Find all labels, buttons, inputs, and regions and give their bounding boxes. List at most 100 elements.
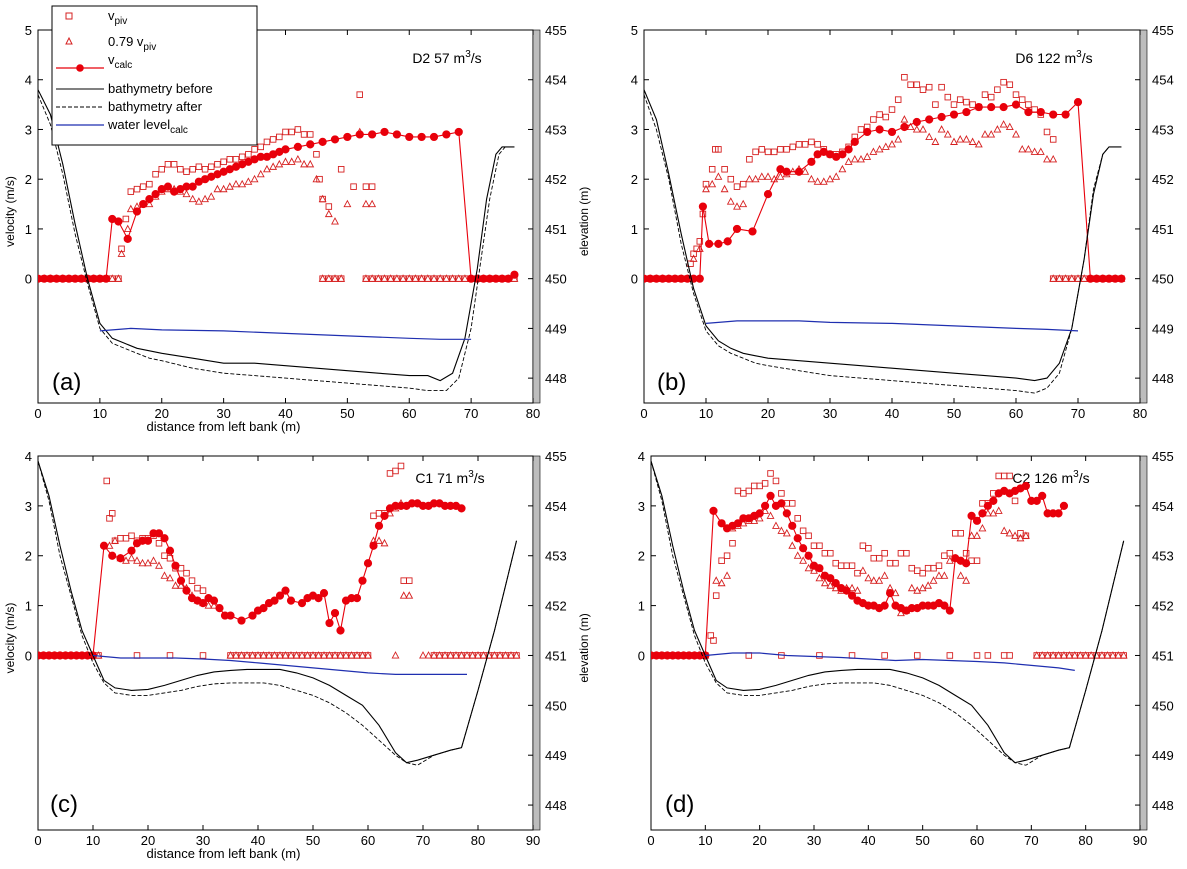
v079-point xyxy=(1012,130,1020,138)
v079-point xyxy=(177,581,185,589)
vcalc-point xyxy=(182,586,191,595)
panel-d: 0 10 20 30 40 50 60 70 80 90 0 1 2 3 4 448 449 450 451 452 4… xyxy=(638,449,1174,848)
x-tick-label: 50 xyxy=(915,833,929,848)
vpiv-point xyxy=(875,554,883,562)
x-tick-label: 30 xyxy=(196,833,210,848)
v079-point xyxy=(858,566,867,574)
v079-point xyxy=(913,586,922,594)
vpiv-point xyxy=(152,170,159,178)
v079-point xyxy=(250,174,259,183)
vpiv-point xyxy=(232,156,240,163)
vpiv-point xyxy=(1049,136,1057,143)
v079-point xyxy=(931,137,940,145)
vcalc-point xyxy=(974,102,983,112)
y2-tick-label: 454 xyxy=(1152,73,1174,88)
v079-point xyxy=(1030,147,1039,155)
vpiv-point xyxy=(294,126,302,133)
vcalc-point xyxy=(139,199,148,209)
vpiv-point xyxy=(195,163,203,171)
y2-tick-label: 449 xyxy=(545,748,567,763)
v079-point xyxy=(950,137,958,145)
v079-point xyxy=(924,581,933,589)
vcalc-point xyxy=(297,599,307,608)
vpiv-point xyxy=(756,482,763,490)
vpiv-point xyxy=(752,148,759,156)
v079-point xyxy=(875,145,884,153)
v079-point xyxy=(490,651,499,659)
vcalc-point xyxy=(160,534,169,543)
vpiv-point xyxy=(1012,91,1020,98)
vpiv-point xyxy=(1031,106,1038,113)
x-tick-label: 70 xyxy=(1071,406,1085,421)
vcalc-point xyxy=(369,541,378,550)
vcalc-point xyxy=(766,491,775,500)
vcalc-point xyxy=(286,596,296,605)
vpiv-point xyxy=(108,510,116,517)
series-line-after xyxy=(38,460,517,766)
v079-point xyxy=(331,274,339,282)
vcalc-point xyxy=(831,579,840,588)
vcalc-point xyxy=(163,182,173,191)
vcalc-point xyxy=(454,127,463,137)
vpiv-point xyxy=(207,163,215,171)
v079-point xyxy=(1067,274,1076,282)
v079-point xyxy=(981,130,989,138)
vpiv-point xyxy=(870,116,877,123)
panel-label: (b) xyxy=(657,369,686,396)
v079-point xyxy=(974,140,983,148)
x-tick-label: 10 xyxy=(93,406,107,421)
vcalc-point xyxy=(875,125,884,134)
y2-tick-label: 450 xyxy=(545,698,567,713)
vpiv-point xyxy=(932,101,939,108)
v079-point xyxy=(309,651,317,659)
v079-point xyxy=(978,523,987,532)
vcalc-point xyxy=(510,270,519,279)
vcalc-point xyxy=(695,274,704,283)
y-tick-label: 1 xyxy=(631,222,638,237)
vpiv-point xyxy=(337,166,345,173)
vcalc-point xyxy=(281,145,290,154)
v079-point xyxy=(331,217,339,225)
v079-point xyxy=(848,583,856,592)
y2-tick-label: 450 xyxy=(545,272,567,287)
vpiv-point xyxy=(251,146,258,153)
vcalc-point xyxy=(293,142,302,151)
vpiv-point xyxy=(188,577,196,584)
y2-tick-label: 451 xyxy=(545,222,567,237)
vcalc-point xyxy=(1061,110,1070,119)
v079-point xyxy=(111,536,119,544)
vcalc-point xyxy=(442,130,451,139)
v079-point xyxy=(386,274,395,282)
v079-point xyxy=(108,274,117,282)
vcalc-point xyxy=(392,130,401,139)
v079-point xyxy=(448,274,457,282)
vcalc-point xyxy=(863,127,872,137)
v079-point xyxy=(894,135,903,143)
y2-tick-label: 453 xyxy=(1152,122,1174,137)
x-tick-label: 80 xyxy=(471,833,485,848)
legend-water-sub: calc xyxy=(170,125,188,136)
vcalc-point xyxy=(1038,491,1047,500)
vpiv-point xyxy=(740,490,747,497)
vcalc-point xyxy=(405,132,414,142)
vcalc-point xyxy=(380,127,389,137)
vcalc-point xyxy=(281,586,290,595)
v079-point xyxy=(1103,651,1112,659)
vpiv-point xyxy=(894,96,902,103)
v079-point xyxy=(375,536,383,544)
vpiv-point xyxy=(133,185,141,193)
vcalc-point xyxy=(417,132,426,142)
vpiv-point xyxy=(127,188,135,195)
vpiv-point xyxy=(901,73,908,81)
y2-tick-label: 449 xyxy=(545,321,567,336)
v079-point xyxy=(405,591,414,599)
v079-point xyxy=(900,115,909,123)
v079-point xyxy=(994,506,1003,514)
v079-point xyxy=(788,541,797,549)
vpiv-point xyxy=(1025,101,1032,108)
vpiv-point xyxy=(930,564,937,572)
legend-vcalc: vcalc xyxy=(108,52,132,71)
vpiv-point xyxy=(941,552,948,559)
v079-point xyxy=(138,558,147,567)
